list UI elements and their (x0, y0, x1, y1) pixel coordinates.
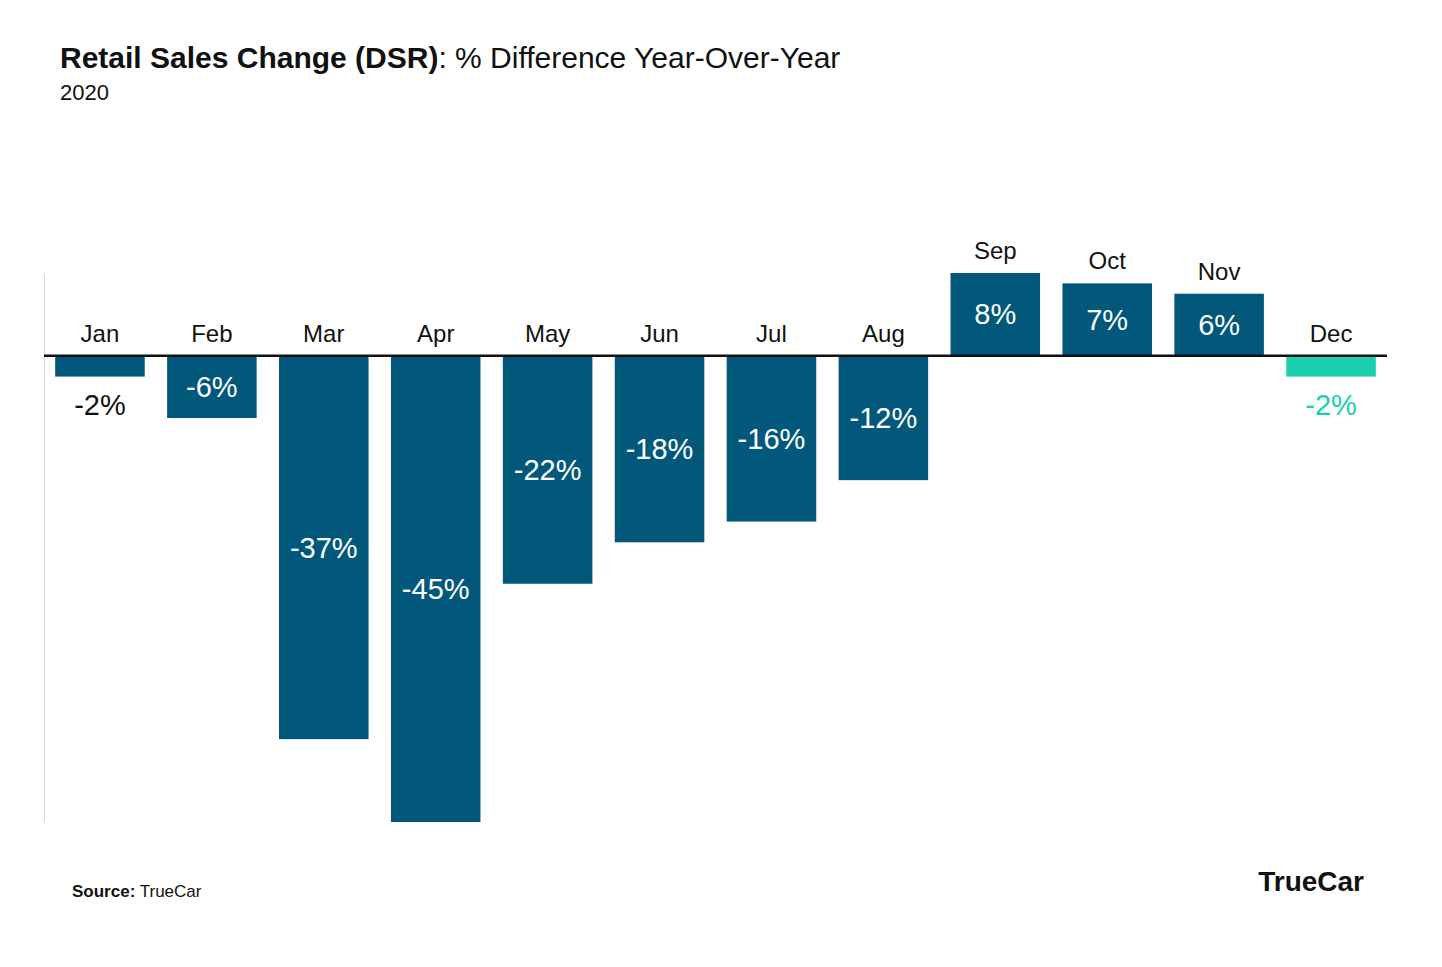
x-tick: Oct (1089, 247, 1127, 274)
x-tick-label: Feb (191, 320, 232, 347)
bar (727, 356, 817, 522)
source: Source: TrueCar (72, 882, 202, 901)
baseline (44, 355, 1387, 356)
data-labels: -2% -6% -37% -45% -22% -18% -16% -12% 8% 7% 6% -2% (74, 298, 1357, 605)
data-label: -22% (514, 454, 582, 486)
bar (839, 356, 929, 480)
bar (1174, 294, 1264, 356)
data-label: -2% (1305, 389, 1357, 421)
x-tick: Aug (862, 320, 905, 347)
bar (55, 356, 145, 377)
x-tick: Jun (640, 320, 679, 347)
bar (167, 356, 257, 418)
x-tick: Apr (417, 320, 454, 347)
logo: TrueCar (1258, 866, 1364, 897)
data-label: -37% (290, 532, 358, 564)
x-tick-label: Apr (417, 320, 454, 347)
x-tick: Jul (756, 320, 787, 347)
x-tick-label: Dec (1310, 320, 1353, 347)
x-tick: May (525, 320, 570, 347)
bar (615, 356, 705, 542)
subtitle: 2020 (60, 80, 109, 105)
data-label: 8% (974, 298, 1016, 330)
x-tick: Mar (303, 320, 344, 347)
bar (1286, 356, 1376, 377)
data-label: 7% (1086, 304, 1128, 336)
title: Retail Sales Change (DSR): % Difference … (60, 41, 840, 74)
x-tick-label: Nov (1198, 258, 1241, 285)
data-label: 6% (1198, 309, 1240, 341)
data-label: -2% (74, 389, 126, 421)
bar (391, 356, 481, 822)
bar (503, 356, 593, 584)
x-tick: Sep (974, 237, 1017, 264)
x-tick: Dec (1310, 320, 1353, 347)
x-tick-label: Jul (756, 320, 787, 347)
bar (279, 356, 369, 739)
x-tick-label: Oct (1089, 247, 1127, 274)
x-tick-label: Sep (974, 237, 1017, 264)
x-tick-label: Jun (640, 320, 679, 347)
x-tick-label: Aug (862, 320, 905, 347)
data-label: -45% (402, 573, 470, 605)
x-tick-label: Jan (81, 320, 120, 347)
data-label: -16% (738, 423, 806, 455)
x-tick: Feb (191, 320, 232, 347)
x-tick: Jan (81, 320, 120, 347)
data-label: -6% (186, 371, 238, 403)
data-label: -12% (850, 402, 918, 434)
x-tick: Nov (1198, 258, 1241, 285)
bar (1062, 283, 1152, 356)
x-tick-label: Mar (303, 320, 344, 347)
baseline-line (44, 355, 1387, 358)
x-tick-label: May (525, 320, 570, 347)
data-label: -18% (626, 433, 694, 465)
bar (951, 273, 1041, 356)
x-axis: Jan Feb Mar Apr May Jun Jul Aug Sep Oct Nov Dec (81, 237, 1353, 347)
